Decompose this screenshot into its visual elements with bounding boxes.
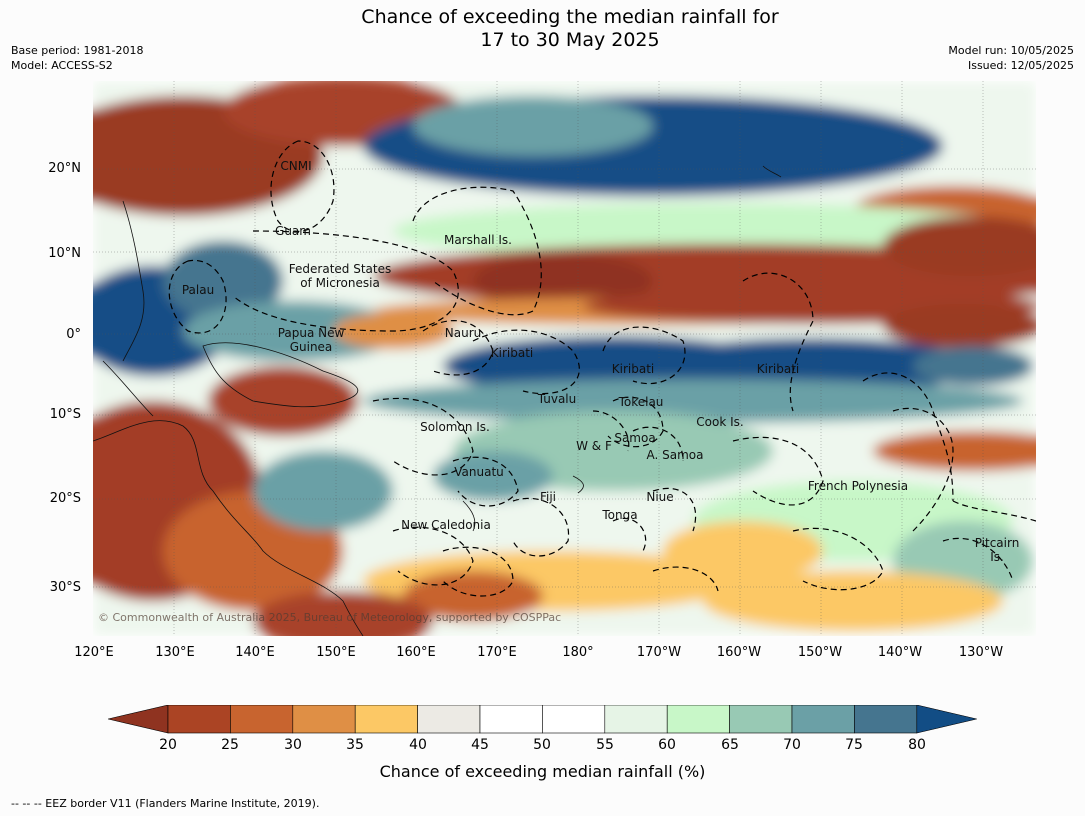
lon-tick-170e: 170°E (477, 645, 517, 660)
title-line-2: 17 to 30 May 2025 (480, 29, 660, 51)
colorbar-segment (729, 704, 793, 734)
colorbar-label: Chance of exceeding median rainfall (%) (379, 762, 706, 781)
colorbar-segment (854, 704, 918, 734)
graticule (93, 81, 1036, 636)
rainfall-map: CNMI Guam Marshall Is. Federated States … (93, 81, 1036, 636)
label-kiribati-central: Kiribati (611, 362, 655, 376)
label-fiji: Fiji (539, 490, 557, 504)
lon-tick-130w: 130°W (958, 645, 1004, 660)
coastlines (93, 165, 782, 636)
colorbar-tick: 55 (596, 737, 614, 753)
lat-tick-0: 0° (66, 327, 81, 342)
lon-tick-150e: 150°E (316, 645, 356, 660)
lon-tick-150w: 150°W (797, 645, 843, 660)
label-niue: Niue (646, 490, 674, 504)
label-tokelau: Tokelau (618, 395, 664, 409)
colorbar-segment (292, 704, 356, 734)
label-wallis-futuna: W & F (576, 439, 612, 453)
colorbar-extend-high (916, 704, 977, 734)
label-tonga: Tonga (602, 508, 638, 522)
copyright-notice: © Commonwealth of Australia 2025, Bureau… (98, 611, 562, 624)
label-new-caledonia: New Caledonia (401, 518, 491, 532)
title-line-1: Chance of exceeding the median rainfall … (361, 6, 779, 28)
colorbar-tick: 65 (721, 737, 739, 753)
map-graphic (93, 81, 1036, 636)
label-micronesia: Federated States of Micronesia (288, 262, 392, 290)
colorbar-graphic (107, 704, 977, 734)
base-period: Base period: 1981-2018 (11, 44, 144, 57)
rainfall-field (93, 81, 1036, 636)
meta-right: Model run: 10/05/2025 Issued: 12/05/2025 (948, 43, 1074, 73)
label-cnmi: CNMI (280, 159, 312, 173)
label-samoa: Samoa (614, 431, 656, 445)
colorbar-tick: 40 (409, 737, 427, 753)
label-cook-is: Cook Is. (696, 415, 744, 429)
label-marshall-is: Marshall Is. (444, 233, 512, 247)
colorbar-segment (167, 704, 231, 734)
colorbar-segment (666, 704, 730, 734)
label-kiribati-west: Kiribati (490, 346, 534, 360)
label-guam: Guam (275, 224, 311, 238)
label-tuvalu: Tuvalu (537, 392, 577, 406)
chart-title: Chance of exceeding the median rainfall … (0, 6, 1085, 52)
lon-tick-140w: 140°W (877, 645, 923, 660)
colorbar-segment (604, 704, 668, 734)
colorbar-tick: 35 (346, 737, 364, 753)
label-vanuatu: Vanuatu (454, 465, 504, 479)
lat-tick-20n: 20°N (48, 161, 81, 176)
lon-tick-130e: 130°E (155, 645, 195, 660)
colorbar-segment (230, 704, 294, 734)
label-png: Papua New Guinea (277, 326, 345, 354)
colorbar-tick: 25 (221, 737, 239, 753)
colorbar-tick: 70 (783, 737, 801, 753)
model-name: Model: ACCESS-S2 (11, 59, 113, 72)
label-american-samoa: A. Samoa (646, 448, 704, 462)
label-french-polynesia: French Polynesia (807, 479, 909, 493)
eez-borders (168, 140, 1036, 597)
colorbar-segment (354, 704, 418, 734)
label-kiribati-east: Kiribati (756, 362, 800, 376)
lon-tick-160e: 160°E (396, 645, 436, 660)
colorbar (107, 704, 978, 735)
colorbar-tick: 80 (908, 737, 926, 753)
lat-tick-10n: 10°N (48, 246, 81, 261)
colorbar-tick: 20 (159, 737, 177, 753)
lon-tick-160w: 160°W (716, 645, 762, 660)
lat-tick-10s: 10°S (49, 407, 81, 422)
colorbar-segment (542, 704, 606, 734)
colorbar-extend-low (107, 704, 169, 734)
colorbar-tick: 75 (845, 737, 863, 753)
label-solomon-is: Solomon Is. (420, 420, 490, 434)
colorbar-segment (479, 704, 543, 734)
lon-tick-120e: 120°E (74, 645, 114, 660)
meta-left: Base period: 1981-2018 Model: ACCESS-S2 (11, 43, 143, 73)
eez-footnote: -- -- -- EEZ border V11 (Flanders Marine… (11, 797, 320, 810)
label-pitcairn-is: Pitcairn Is. (974, 536, 1020, 564)
label-nauru: Nauru (444, 326, 482, 340)
lon-tick-170w: 170°W (636, 645, 682, 660)
lon-tick-180: 180° (562, 645, 594, 660)
label-palau: Palau (181, 283, 215, 297)
colorbar-tick: 45 (471, 737, 489, 753)
colorbar-tick: 50 (533, 737, 551, 753)
issued-date: Issued: 12/05/2025 (967, 59, 1074, 72)
colorbar-tick: 60 (658, 737, 676, 753)
lat-tick-30s: 30°S (49, 580, 81, 595)
colorbar-tick: 30 (284, 737, 302, 753)
colorbar-segment (417, 704, 481, 734)
lon-tick-140e: 140°E (235, 645, 275, 660)
model-run: Model run: 10/05/2025 (948, 44, 1074, 57)
lat-tick-20s: 20°S (49, 491, 81, 506)
colorbar-segment (791, 704, 855, 734)
